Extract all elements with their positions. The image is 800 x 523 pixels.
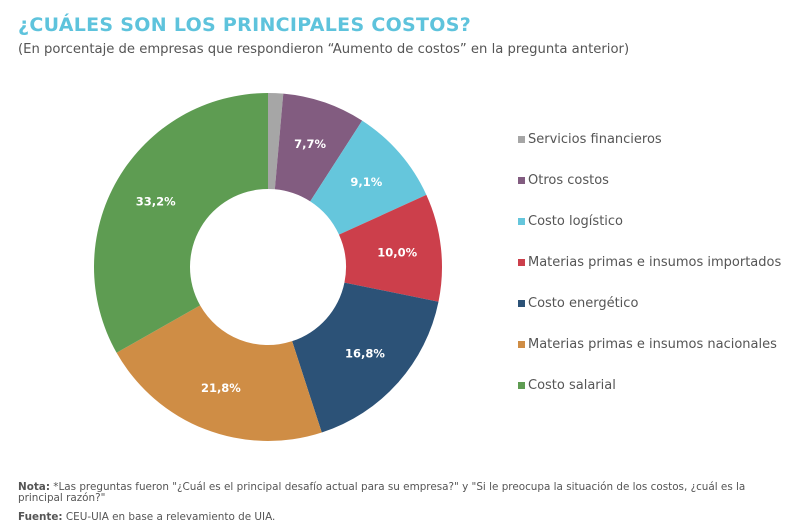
legend-item: Otros costos: [518, 171, 609, 189]
legend-swatch: [518, 217, 525, 225]
slice-materias-primas-e-insumos-importados: [338, 194, 442, 302]
legend-label: Materias primas e insumos nacionales: [528, 336, 777, 352]
chart-subtitle: (En porcentaje de empresas que respondie…: [18, 42, 630, 57]
donut-labels: 7,7% 9,1% 10,0% 16,8% 21,8% 33,2%: [136, 137, 418, 395]
source-text: CEU-UIA en base a relevamiento de UIA.: [62, 511, 276, 523]
note-label: Nota:: [18, 481, 50, 493]
source-line: Fuente: CEU-UIA en base a relevamiento d…: [18, 511, 275, 523]
slice-label: 7,7%: [294, 137, 326, 151]
legend-label: Costo logístico: [528, 213, 623, 229]
legend-label: Servicios financieros: [528, 131, 662, 147]
legend-swatch: [518, 381, 525, 389]
legend-label: Costo energético: [528, 295, 639, 311]
slice-costo-log-stico: [310, 120, 427, 235]
note-text: *Las preguntas fueron "¿Cuál es el princ…: [18, 481, 746, 504]
slice-label: 10,0%: [377, 245, 417, 259]
legend-swatch: [518, 340, 525, 348]
legend-item: Servicios financieros: [518, 130, 662, 148]
legend-item: Costo salarial: [518, 376, 616, 394]
chart-title: ¿CUÁLES SON LOS PRINCIPALES COSTOS?: [18, 14, 472, 36]
legend-swatch: [518, 258, 525, 266]
legend-label: Costo salarial: [528, 377, 616, 393]
slice-servicios-financieros: [268, 93, 284, 190]
slice-label: 33,2%: [136, 195, 176, 209]
legend-item: Materias primas e insumos importados: [518, 253, 781, 271]
donut-slices: [93, 93, 442, 441]
legend-label: Otros costos: [528, 172, 609, 188]
legend-item: Materias primas e insumos nacionales: [518, 335, 777, 353]
slice-costo-salarial: [93, 93, 268, 353]
slice-otros-costos: [274, 93, 363, 202]
slice-costo-energ-tico: [292, 282, 439, 433]
legend-label: Materias primas e insumos importados: [528, 254, 782, 270]
legend-swatch: [518, 176, 525, 184]
footnote: Nota: *Las preguntas fueron "¿Cuál es el…: [18, 482, 793, 504]
slice-label: 21,8%: [201, 381, 241, 395]
slice-label: 16,8%: [345, 347, 385, 361]
legend-item: Costo energético: [518, 294, 638, 312]
slice-materias-primas-e-insumos-nacionales: [116, 305, 322, 441]
legend-item: Costo logístico: [518, 212, 623, 230]
legend-swatch: [518, 135, 525, 143]
legend-swatch: [518, 299, 525, 307]
source-label: Fuente:: [18, 511, 63, 523]
slice-label: 9,1%: [350, 175, 382, 189]
